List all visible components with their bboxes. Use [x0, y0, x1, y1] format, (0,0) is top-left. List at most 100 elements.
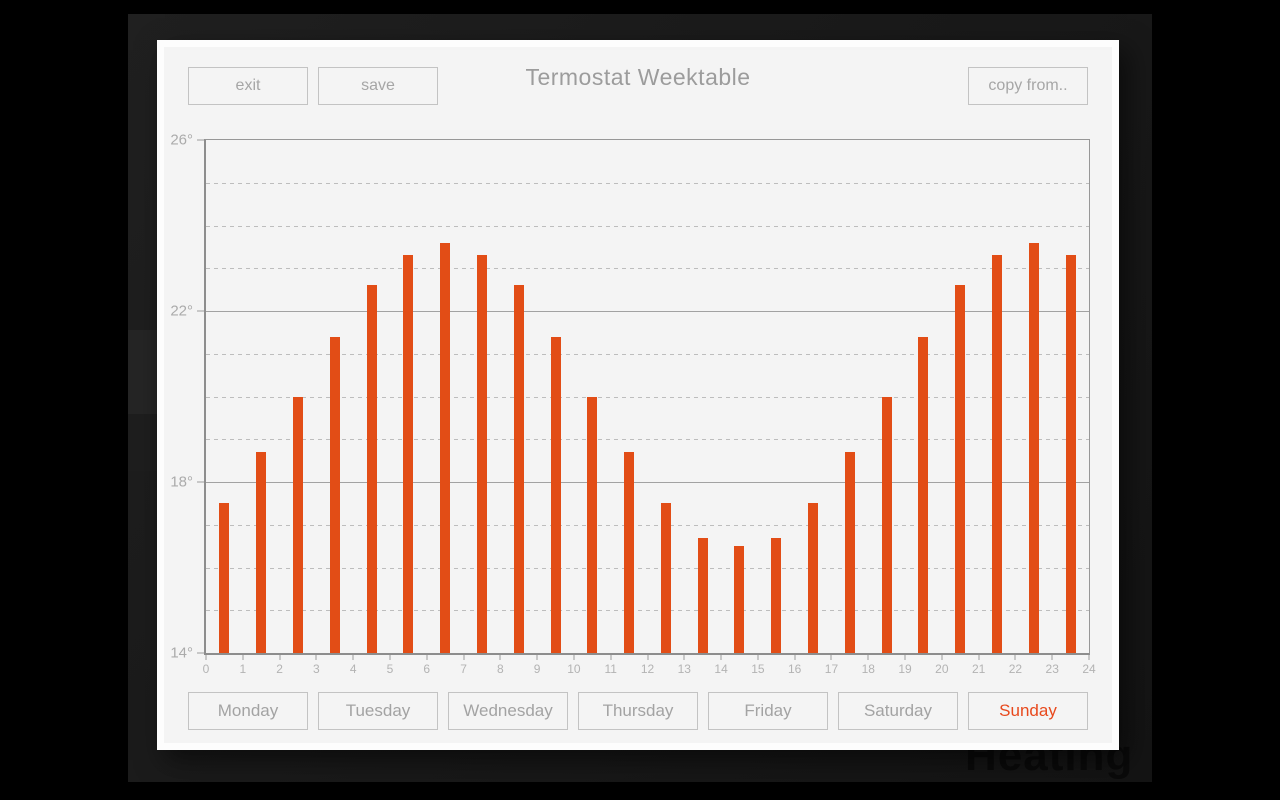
x-axis-tick-19 — [904, 655, 906, 660]
x-axis-label-20: 20 — [935, 662, 949, 676]
x-axis-label-23: 23 — [1045, 662, 1059, 676]
temp-bar-hour-3[interactable] — [329, 336, 340, 653]
x-axis-label-8: 8 — [496, 662, 504, 676]
y-axis-label-26: 26° — [170, 131, 193, 149]
app-background: Heating exit save Termostat Weektable co… — [128, 14, 1152, 782]
x-axis-label-10: 10 — [567, 662, 581, 676]
x-axis-label-5: 5 — [386, 662, 394, 676]
x-axis-label-11: 11 — [604, 662, 617, 676]
x-axis-tick-18 — [867, 655, 869, 660]
day-tab-wednesday[interactable]: Wednesday — [448, 692, 568, 730]
x-axis-tick-17 — [830, 655, 832, 660]
day-tab-sunday[interactable]: Sunday — [968, 692, 1088, 730]
x-axis-label-17: 17 — [824, 662, 839, 676]
temp-bar-hour-14[interactable] — [734, 546, 745, 653]
x-axis-label-13: 13 — [677, 662, 691, 676]
x-axis-tick-0 — [205, 655, 207, 660]
x-axis-tick-10 — [573, 655, 575, 660]
chart-plot-area: 26° 22° 18° 14° 0 1 2 3 4 5 6 7 8 9 10 11 12 13 14 15 16 17 18… — [170, 132, 1095, 677]
x-axis-tick-7 — [463, 655, 465, 660]
dialog-title: Termostat Weektable — [525, 64, 751, 90]
x-axis-label-2: 2 — [276, 662, 283, 676]
x-axis-tick-21 — [978, 655, 980, 660]
temp-bar-hour-17[interactable] — [844, 452, 855, 653]
temp-bar-hour-9[interactable] — [550, 336, 561, 653]
temp-bar-hour-16[interactable] — [808, 503, 819, 653]
temp-bar-hour-1[interactable] — [256, 452, 267, 653]
x-axis-tick-16 — [794, 655, 796, 660]
gridline-25 — [206, 182, 1089, 184]
temp-bar-hour-13[interactable] — [697, 537, 708, 653]
day-tab-monday[interactable]: Monday — [188, 692, 308, 730]
y-axis-label-18: 18° — [170, 473, 193, 491]
temp-bar-hour-21[interactable] — [992, 255, 1003, 653]
gridline-23 — [206, 268, 1089, 270]
y-axis-tick-14 — [197, 652, 204, 654]
x-axis-label-9: 9 — [533, 662, 541, 676]
copy-from-button[interactable]: copy from.. — [968, 67, 1088, 105]
x-axis-tick-4 — [352, 655, 354, 660]
gridline-24 — [206, 225, 1089, 227]
y-axis-tick-26 — [197, 139, 204, 141]
temp-bar-hour-12[interactable] — [660, 503, 671, 653]
x-axis-tick-20 — [941, 655, 943, 660]
x-axis-tick-24 — [1088, 655, 1090, 660]
temp-bar-hour-5[interactable] — [403, 255, 414, 653]
exit-button[interactable]: exit — [188, 67, 308, 105]
y-axis-label-14: 14° — [170, 644, 193, 662]
temp-bar-hour-2[interactable] — [292, 396, 303, 653]
temp-bar-hour-0[interactable] — [219, 503, 230, 653]
y-axis-tick-22 — [197, 310, 204, 312]
x-axis-tick-5 — [389, 655, 391, 660]
x-axis-label-16: 16 — [787, 662, 802, 676]
background-glow-band — [128, 330, 162, 414]
x-axis-label-7: 7 — [460, 662, 467, 676]
x-axis-label-22: 22 — [1008, 662, 1023, 676]
x-axis-tick-13 — [683, 655, 685, 660]
x-axis-label-24: 24 — [1082, 662, 1096, 676]
x-axis-tick-9 — [536, 655, 538, 660]
temp-bar-hour-6[interactable] — [440, 242, 451, 653]
day-tab-tuesday[interactable]: Tuesday — [318, 692, 438, 730]
x-axis-label-0: 0 — [202, 662, 210, 676]
x-axis-tick-3 — [315, 655, 317, 660]
x-axis-label-14: 14 — [714, 662, 728, 676]
x-axis-tick-14 — [720, 655, 722, 660]
x-axis-label-21: 21 — [971, 662, 986, 676]
x-axis-tick-1 — [242, 655, 244, 660]
x-axis-label-12: 12 — [640, 662, 655, 676]
thermostat-weektable-dialog: exit save Termostat Weektable copy from.… — [157, 40, 1119, 750]
x-axis-tick-22 — [1014, 655, 1016, 660]
temp-bar-hour-19[interactable] — [918, 336, 929, 653]
x-axis-tick-2 — [279, 655, 281, 660]
x-axis-tick-8 — [499, 655, 501, 660]
temp-bar-hour-7[interactable] — [476, 255, 487, 653]
day-tab-saturday[interactable]: Saturday — [838, 692, 958, 730]
day-tab-thursday[interactable]: Thursday — [578, 692, 698, 730]
temp-bar-hour-4[interactable] — [366, 285, 377, 653]
temp-bar-hour-11[interactable] — [624, 452, 635, 653]
x-axis-label-19: 19 — [898, 662, 912, 676]
x-axis-tick-15 — [757, 655, 759, 660]
temp-bar-hour-22[interactable] — [1028, 242, 1039, 653]
x-axis-label-18: 18 — [861, 662, 875, 676]
x-axis-tick-6 — [426, 655, 428, 660]
background-glow-band — [128, 414, 162, 471]
y-axis-label-22: 22° — [170, 302, 193, 320]
temp-bar-hour-18[interactable] — [881, 396, 892, 653]
x-axis-tick-12 — [647, 655, 648, 660]
x-axis-tick-11 — [610, 655, 612, 660]
x-axis-label-1: 1 — [239, 662, 247, 676]
day-tab-friday[interactable]: Friday — [708, 692, 828, 730]
x-axis-label-3: 3 — [313, 662, 320, 676]
temp-bar-hour-10[interactable] — [587, 396, 598, 653]
day-tabs: Monday Tuesday Wednesday Thursday Friday Satu… — [188, 692, 1088, 730]
x-axis-tick-23 — [1051, 655, 1053, 660]
y-axis-tick-18 — [197, 481, 204, 483]
temp-bar-hour-23[interactable] — [1065, 255, 1076, 653]
save-button[interactable]: save — [318, 67, 438, 105]
x-axis-label-6: 6 — [423, 662, 431, 676]
temp-bar-hour-8[interactable] — [513, 285, 524, 653]
temp-bar-hour-15[interactable] — [771, 537, 782, 653]
temp-bar-hour-20[interactable] — [955, 285, 966, 653]
